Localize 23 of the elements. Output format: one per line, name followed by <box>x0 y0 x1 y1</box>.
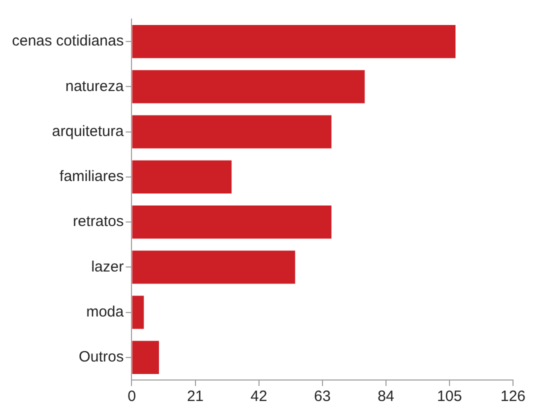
bar <box>132 70 365 104</box>
bar <box>132 296 144 329</box>
y-tick-label: arquitetura <box>52 122 124 140</box>
y-tick-label: lazer <box>91 258 124 276</box>
x-tick-label: 0 <box>128 388 136 406</box>
y-tick-label: cenas cotidianas <box>12 32 124 50</box>
x-tick-label: 126 <box>500 388 526 406</box>
y-tick-label: Outros <box>78 348 124 366</box>
y-tick-label: natureza <box>65 78 124 95</box>
y-tick-label: moda <box>86 303 124 320</box>
y-tick-label: familiares <box>60 168 124 186</box>
bar <box>132 160 232 194</box>
x-tick-label: 84 <box>378 388 394 406</box>
x-tick-label: 21 <box>186 388 204 406</box>
bar <box>132 340 159 374</box>
x-tick-label: 105 <box>436 388 462 406</box>
x-tick-label: 63 <box>314 388 331 406</box>
x-tick-label: 42 <box>250 388 268 406</box>
bar <box>132 205 332 239</box>
y-tick-label: retratos <box>72 213 124 230</box>
bar <box>132 115 332 148</box>
bar <box>132 250 296 284</box>
bar <box>132 24 456 58</box>
